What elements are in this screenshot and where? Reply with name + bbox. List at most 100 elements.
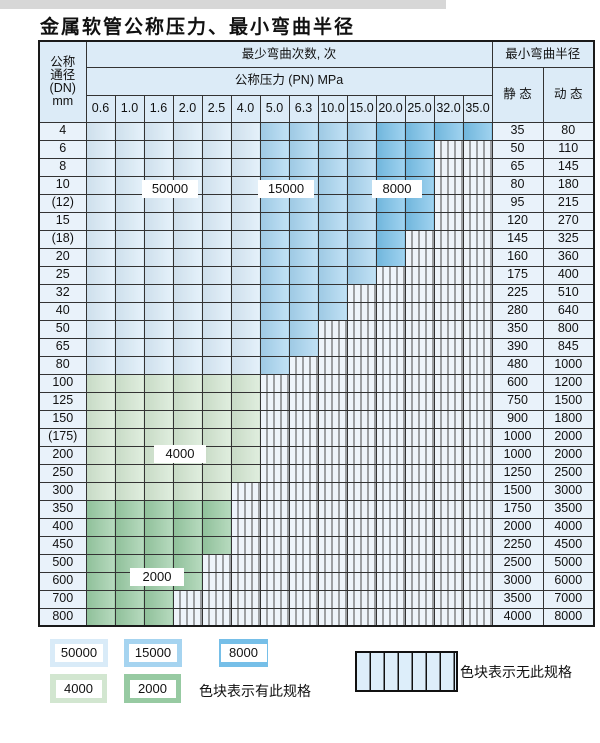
static-value-cell: 1250 [491,463,544,483]
legend-swatch-2000-label: 2000 [129,679,176,698]
spec-cell [201,211,232,231]
no-spec-cell [346,319,377,339]
spec-cell [201,265,232,285]
no-spec-cell [317,409,348,429]
spec-cell [317,139,348,159]
dn-cell: 100 [38,373,87,393]
dynamic-header: 动 态 [542,66,595,123]
spec-cell [172,319,203,339]
no-spec-cell [317,463,348,483]
spec-cell [230,139,261,159]
legend-swatch-8000-label: 8000 [220,644,267,662]
spec-cell [375,247,406,267]
spec-cell [114,301,145,321]
no-spec-cell [462,463,493,483]
dn-cell: 32 [38,283,87,303]
no-spec-cell [346,481,377,501]
spec-cell [114,139,145,159]
spec-cell [230,427,261,447]
legend-swatch-15000-label: 15000 [128,644,178,662]
dn-cell: 350 [38,499,87,519]
spec-cell [375,157,406,177]
no-spec-cell [346,517,377,537]
no-spec-cell [462,157,493,177]
spec-cell [114,481,145,501]
spec-cell [201,463,232,483]
no-spec-cell [462,373,493,393]
spec-cell [85,229,116,249]
no-spec-cell [317,445,348,465]
spec-cell [201,229,232,249]
no-spec-cell [288,463,319,483]
spec-cell [317,121,348,141]
spec-cell [85,517,116,537]
spec-cell [288,193,319,213]
spec-cell [172,463,203,483]
no-spec-cell [433,445,464,465]
spec-cell [114,445,145,465]
dn-cell: 700 [38,589,87,609]
dynamic-value-cell: 145 [542,157,595,177]
spec-cell [85,247,116,267]
dn-cell: 40 [38,301,87,321]
static-header: 静 态 [491,66,544,123]
no-spec-cell [230,607,261,627]
no-spec-cell [259,571,290,591]
static-value-cell: 80 [491,175,544,195]
no-spec-cell [462,481,493,501]
spec-cell [201,391,232,411]
spec-cell [230,391,261,411]
no-spec-cell [462,589,493,609]
static-value-cell: 35 [491,121,544,141]
no-spec-cell [433,535,464,555]
spec-cell [85,301,116,321]
spec-cell [85,535,116,555]
no-spec-cell [288,589,319,609]
min-bend-radius-header: 最小弯曲半径 [491,40,595,68]
spec-cell [114,535,145,555]
no-spec-cell [288,391,319,411]
no-spec-cell [317,391,348,411]
static-value-cell: 1000 [491,445,544,465]
dynamic-value-cell: 1500 [542,391,595,411]
pressure-tick: 10.0 [317,94,348,123]
spec-cell [114,427,145,447]
static-value-cell: 95 [491,193,544,213]
no-spec-cell [288,499,319,519]
no-spec-cell [404,499,435,519]
dn-cell: 500 [38,553,87,573]
spec-cell [317,301,348,321]
spec-cell [230,373,261,393]
no-spec-cell [259,409,290,429]
no-spec-cell [172,589,203,609]
spec-cell [230,319,261,339]
table-row: 15 120 270 [38,211,595,231]
dynamic-value-cell: 80 [542,121,595,141]
no-spec-cell [404,319,435,339]
no-spec-cell [433,337,464,357]
table-row: 450 2250 4500 [38,535,595,555]
no-spec-cell [433,175,464,195]
dynamic-value-cell: 5000 [542,553,595,573]
pressure-tick: 15.0 [346,94,377,123]
spec-cell [230,175,261,195]
no-spec-cell [230,499,261,519]
static-value-cell: 175 [491,265,544,285]
no-spec-cell [346,355,377,375]
static-value-cell: 50 [491,139,544,159]
spec-cell [85,445,116,465]
no-spec-cell [404,445,435,465]
spec-cell [288,139,319,159]
no-spec-cell [404,535,435,555]
spec-cell [114,589,145,609]
band-label-8000: 8000 [372,180,422,198]
no-spec-cell [375,319,406,339]
spec-cell [201,427,232,447]
no-spec-cell [404,229,435,249]
spec-cell [346,247,377,267]
no-spec-cell [404,607,435,627]
static-value-cell: 480 [491,355,544,375]
no-spec-cell [230,517,261,537]
spec-cell [85,607,116,627]
no-spec-cell [462,301,493,321]
